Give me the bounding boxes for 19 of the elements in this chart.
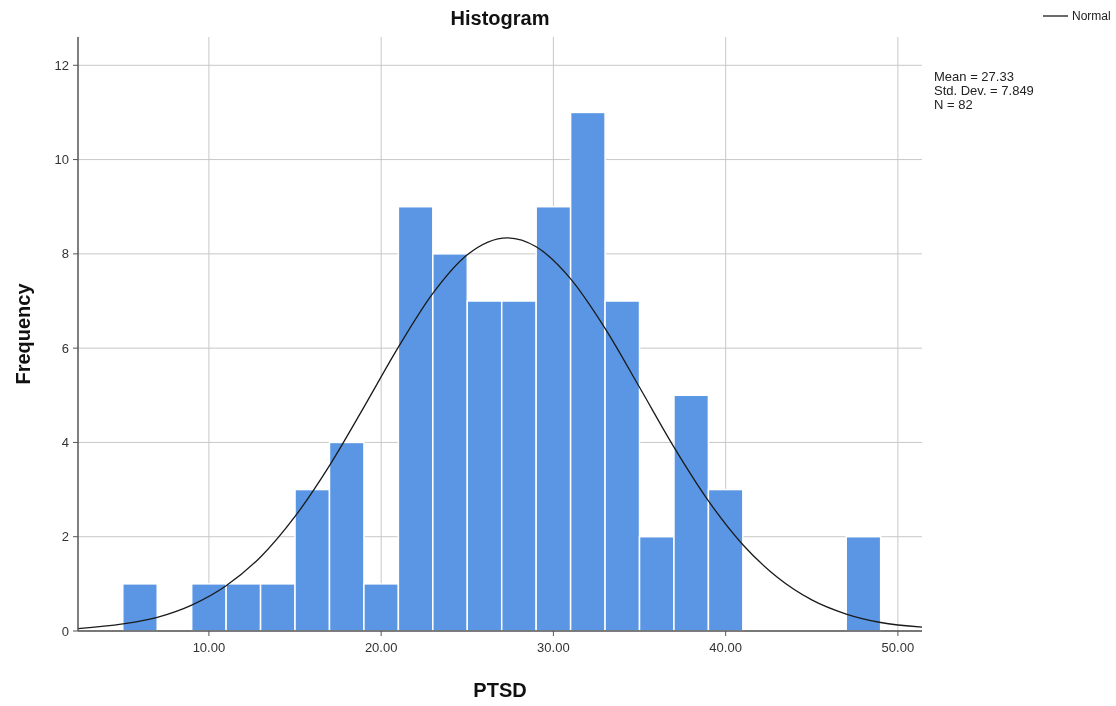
text: Mean = 27.33 <box>934 69 1014 84</box>
y-tick-label: 8 <box>61 246 69 262</box>
text: Std. Dev. = 7.849 <box>934 83 1034 98</box>
x-tick-label: 40.00 <box>709 640 742 655</box>
x-tick-label: 20.00 <box>364 640 398 655</box>
y-axis-title: Frequency <box>12 282 34 385</box>
y-tick-label: 10 <box>54 152 69 168</box>
x-tick-label: 10.00 <box>192 640 226 655</box>
x-tick-label: 30.00 <box>537 640 570 655</box>
y-tick-label: 2 <box>61 529 69 545</box>
text: N = 82 <box>934 97 973 112</box>
x-axis-title: PTSD <box>473 679 527 701</box>
y-tick-label: 0 <box>61 623 69 639</box>
y-tick-label: 4 <box>61 434 69 450</box>
x-tick-label: 50.00 <box>881 640 915 655</box>
chart-title: Histogram <box>450 7 550 29</box>
y-tick-label: 12 <box>54 57 69 73</box>
y-tick-label: 6 <box>61 340 69 356</box>
legend-label: Normal <box>1072 9 1111 24</box>
